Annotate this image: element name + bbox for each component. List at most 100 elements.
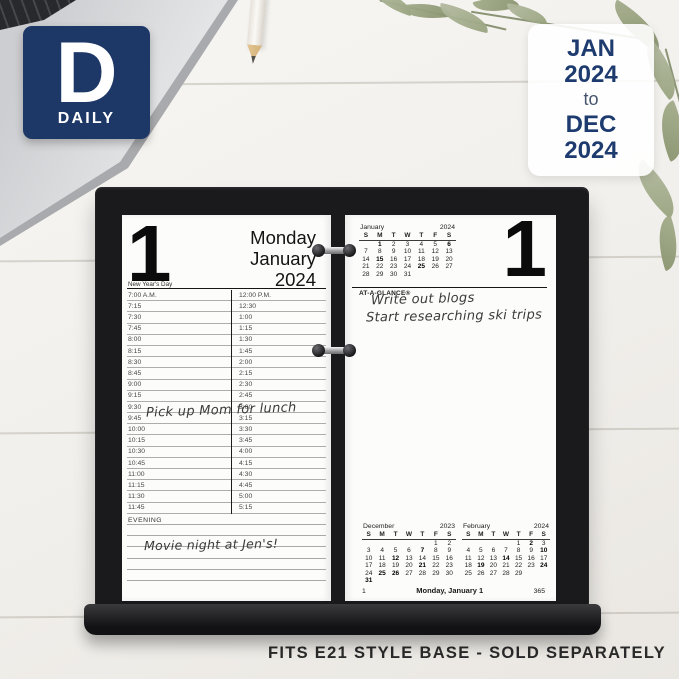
schedule-time-pm: 4:15 (239, 459, 253, 467)
mini-calendar-date: 31 (365, 577, 373, 585)
mini-calendar-date: 21 (362, 263, 370, 271)
mini-calendar-header: January 2024 (359, 224, 456, 231)
day-header: F (433, 531, 438, 538)
schedule-divider (231, 290, 233, 514)
mini-calendar-date: 30 (390, 270, 398, 278)
day-number-large-right: 1 (502, 204, 547, 293)
schedule-time-am: 10:30 (128, 448, 146, 456)
mini-calendar-date (375, 577, 388, 585)
mini-calendar-date (525, 570, 538, 578)
mini-calendar-week: 24 25 26 27 28 29 30 (362, 570, 456, 578)
mini-calendar-date: 7 (420, 547, 425, 555)
mini-calendar-date: 5 (479, 547, 483, 555)
schedule-row: 10:00 3:30 (127, 424, 326, 436)
mini-calendar-date: 8 (377, 248, 382, 256)
mini-calendar-week: 17 18 19 20 21 22 23 (362, 562, 456, 570)
schedule-time-am: 8:45 (128, 370, 142, 377)
schedule-time-pm: 12:30 (239, 302, 257, 310)
mini-calendar-date: 18 (464, 562, 472, 570)
schedule-row: 9:30 3:00 (127, 402, 326, 414)
schedule-time-am: 7:45 (128, 325, 142, 333)
range-start-month: JAN (566, 35, 615, 63)
schedule-time-am: 9:15 (128, 392, 142, 400)
mini-calendar-year: 2023 (439, 523, 455, 530)
mini-calendar-date: 26 (477, 569, 485, 577)
evening-ruled-line (127, 525, 326, 537)
mini-calendar-date (462, 540, 475, 548)
mini-calendar-date: 28 (362, 270, 370, 278)
mini-calendar-date: 4 (380, 547, 384, 555)
ring-bar (315, 347, 353, 354)
schedule-time-pm: 2:30 (239, 381, 253, 389)
schedule-row: 10:15 3:45 (127, 435, 326, 447)
mini-calendar-date: 21 (502, 562, 510, 570)
mini-calendar-date: 15 (514, 554, 523, 562)
day-header: T (420, 531, 425, 538)
schedule-row: 7:00 A.M. 12:00 P.M. (127, 290, 326, 302)
mini-calendar-date (537, 570, 550, 578)
year-label: 2024 (274, 269, 316, 291)
mini-calendar-date: 27 (445, 263, 453, 271)
day-header: S (446, 232, 452, 239)
day-header: T (393, 531, 398, 538)
holiday-label: New Year's Day (128, 281, 173, 288)
mini-calendar-date: 22 (432, 562, 440, 570)
mini-calendar-date (389, 577, 402, 585)
mini-calendar-date (389, 540, 402, 548)
mini-calendar-week: 25 26 27 28 29 (462, 570, 550, 578)
mini-calendar-date: 24 (403, 263, 412, 271)
schedule-row: 11:30 5:00 (127, 491, 326, 503)
schedule-time-am: 8:00 (128, 336, 142, 344)
schedule-time-am: 11:15 (128, 481, 145, 489)
schedule-row: 8:15 1:45 (127, 346, 326, 358)
schedule-time-am: 11:30 (128, 493, 145, 501)
footer-day-of-year: 1 (362, 588, 366, 595)
mini-calendar-date: 3 (541, 539, 546, 547)
mini-calendar-date: 4 (466, 547, 471, 555)
mini-calendar-date: 23 (390, 263, 398, 271)
day-header: M (379, 531, 385, 538)
schedule-row: 7:30 1:00 (127, 312, 326, 324)
mini-calendar-date: 2 (529, 539, 533, 547)
mini-calendar-month: February (463, 523, 491, 530)
mini-calendar-week: 7 8 9 10 11 12 13 (359, 248, 456, 256)
day-header: W (502, 531, 510, 538)
mini-calendar-date: 27 (405, 569, 413, 577)
schedule-time-am: 7:00 A.M. (128, 291, 157, 299)
mini-calendar-date: 20 (405, 562, 413, 570)
mini-calendar-date: 18 (417, 255, 425, 263)
mini-calendar-date: 25 (378, 569, 386, 577)
schedule-row: 9:15 2:45 (127, 391, 326, 402)
mini-calendar-week: 14 15 16 17 18 19 20 (359, 256, 456, 264)
schedule-time-pm: 3:30 (239, 425, 253, 433)
daily-badge: D DAILY (23, 26, 150, 139)
schedule-time-pm: 4:30 (239, 470, 253, 478)
binder-ring-top (312, 244, 356, 257)
ring-cap-right (343, 344, 356, 357)
mini-calendar-date: 9 (529, 547, 533, 555)
mini-calendar-date: 13 (405, 554, 413, 562)
pencil-lead (251, 56, 256, 64)
range-connector: to (583, 89, 599, 110)
mini-calendar-date: 19 (477, 562, 485, 570)
plant-leaf (649, 214, 679, 272)
mini-calendar-year: 2024 (439, 224, 455, 231)
mini-calendar-date: 10 (540, 547, 548, 555)
day-header: S (447, 531, 452, 538)
schedule-time-am: 9:00 (128, 381, 142, 389)
schedule-row: 7:15 12:30 (127, 301, 326, 313)
mini-calendar-week: 4 5 6 7 8 9 10 (462, 547, 550, 555)
mini-calendar-date: 9 (447, 547, 452, 555)
pencil-body (246, 0, 267, 47)
schedule-time-pm: 2:15 (239, 370, 253, 377)
ring-cap-left (312, 344, 325, 357)
page-rule (352, 287, 547, 289)
mini-calendar-date: 3 (405, 240, 410, 248)
mini-calendar-date: 29 (514, 569, 523, 577)
mini-calendar-date (375, 540, 388, 548)
schedule-row: 11:00 4:30 (127, 469, 326, 481)
schedule-row: 8:00 1:30 (127, 335, 326, 346)
brand-label: AT-A-GLANCE® (359, 290, 411, 297)
